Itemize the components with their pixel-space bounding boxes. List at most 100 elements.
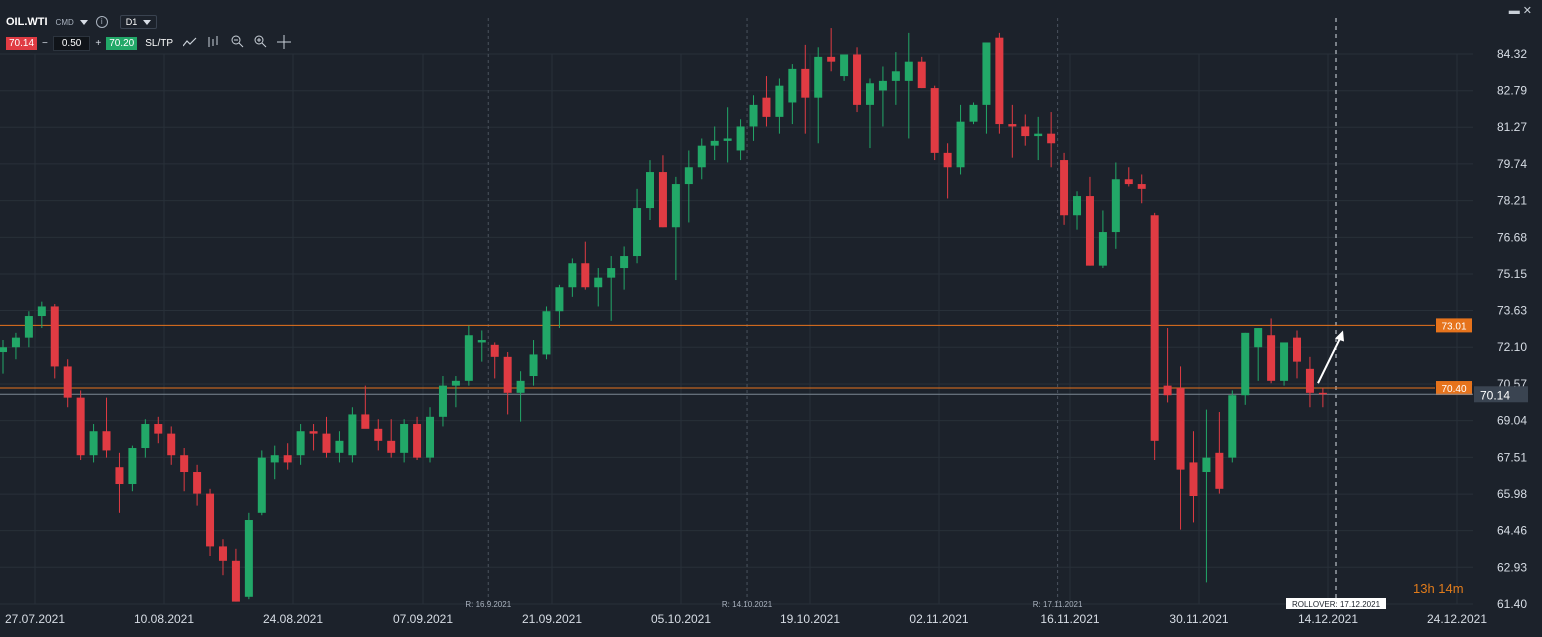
bear-candle [581, 263, 590, 288]
buy-button[interactable]: 70.20 [106, 36, 138, 50]
bull-candle [891, 71, 900, 81]
bear-candle [1085, 196, 1094, 266]
y-tick-label: 76.68 [1497, 230, 1527, 244]
bear-candle [490, 344, 499, 357]
sltp-button[interactable]: SL/TP [145, 37, 174, 49]
bear-candle [322, 433, 331, 453]
bear-candle [827, 56, 836, 62]
y-tick-label: 81.27 [1497, 120, 1527, 134]
bear-candle [1150, 215, 1159, 441]
bull-candle [1073, 196, 1082, 216]
volume-decrease-button[interactable]: − [42, 37, 48, 49]
bear-candle [50, 306, 59, 367]
bear-candle [76, 397, 85, 456]
zoom-out-icon[interactable] [231, 35, 244, 51]
bear-candle [1176, 388, 1185, 470]
bear-candle [193, 472, 202, 494]
bear-candle [309, 431, 318, 434]
bull-candle [671, 184, 680, 228]
bull-candle [865, 83, 874, 105]
bull-candle [1254, 328, 1263, 348]
bull-candle [24, 316, 33, 338]
bull-candle [555, 287, 564, 312]
volume-increase-button[interactable]: + [95, 37, 102, 49]
x-tick-label: 16.11.2021 [1040, 612, 1099, 626]
bear-candle [1137, 184, 1146, 189]
x-tick-label: 19.10.2021 [780, 612, 840, 626]
bull-candle [37, 306, 46, 317]
bull-candle [542, 311, 551, 355]
bull-candle [736, 126, 745, 151]
x-tick-label: 27.07.2021 [5, 612, 65, 626]
y-tick-label: 78.21 [1497, 194, 1527, 208]
bull-candle [1111, 179, 1120, 233]
bull-candle [438, 385, 447, 417]
bull-candle [451, 380, 460, 386]
line-chart-icon[interactable] [182, 36, 197, 50]
info-icon[interactable]: i [95, 16, 108, 28]
bear-candle [413, 424, 422, 458]
symbol-name[interactable]: OIL.WTI [6, 16, 48, 28]
bull-candle [904, 61, 913, 81]
bull-candle [749, 104, 758, 127]
bull-candle [270, 455, 279, 463]
bear-candle [231, 560, 240, 602]
bear-candle [801, 68, 810, 98]
bull-candle [141, 424, 150, 449]
volume-input[interactable]: 0.50 [52, 35, 91, 51]
bear-candle [1318, 392, 1327, 395]
timeframe-select[interactable]: D1 [119, 15, 158, 29]
bull-candle [788, 68, 797, 103]
bear-candle [1163, 385, 1172, 396]
bull-candle [257, 457, 266, 513]
arrow-annotation [1317, 335, 1342, 384]
bear-candle [1008, 124, 1017, 127]
bull-candle [646, 172, 654, 209]
bull-candle [529, 354, 538, 377]
bull-candle [335, 440, 344, 453]
level-label: 70.40 [1441, 384, 1466, 395]
bull-candle [516, 380, 525, 393]
bear-candle [1060, 160, 1069, 216]
rollover-label: R: 17.11.2021 [1033, 600, 1083, 609]
zoom-in-icon[interactable] [254, 35, 267, 51]
maximize-icon[interactable]: ▬ [1508, 5, 1520, 17]
bear-candle [930, 88, 939, 153]
move-icon[interactable] [277, 34, 292, 52]
indicators-icon[interactable] [207, 35, 221, 51]
bull-candle [1202, 457, 1211, 473]
bull-candle [11, 337, 20, 348]
bear-candle [154, 424, 163, 434]
chevron-down-icon [143, 19, 152, 25]
bull-candle [607, 268, 616, 278]
y-tick-label: 67.51 [1497, 450, 1527, 464]
rollover-badge-label: ROLLOVER: 17.12.2021 [1292, 600, 1381, 609]
bear-candle [995, 37, 1004, 125]
close-icon[interactable]: ✕ [1522, 5, 1532, 17]
bull-candle [1228, 395, 1237, 458]
bull-candle [1280, 342, 1289, 381]
bear-candle [658, 172, 667, 228]
bull-candle [568, 263, 577, 288]
x-tick-label: 24.12.2021 [1427, 612, 1487, 626]
sell-button[interactable]: 70.14 [6, 36, 38, 50]
bull-candle [477, 340, 486, 343]
rollover-label: R: 14.10.2021 [722, 600, 773, 609]
y-tick-label: 73.63 [1497, 304, 1527, 318]
y-tick-label: 62.93 [1497, 560, 1527, 574]
y-tick-label: 79.74 [1497, 157, 1527, 171]
bear-candle [374, 428, 383, 441]
current-price-badge [1474, 386, 1528, 403]
bull-candle [400, 424, 409, 453]
x-tick-label: 30.11.2021 [1169, 612, 1228, 626]
bear-candle [1189, 462, 1198, 497]
symbol-bar: OIL.WTI CMD i D1 [6, 12, 158, 32]
x-tick-label: 02.11.2021 [909, 612, 968, 626]
bull-candle [710, 140, 719, 146]
symbol-dropdown-icon[interactable] [79, 19, 88, 25]
bull-candle [1241, 332, 1250, 396]
y-tick-label: 65.98 [1497, 487, 1527, 501]
y-tick-label: 69.04 [1497, 414, 1527, 428]
symbol-category: CMD [55, 17, 74, 27]
